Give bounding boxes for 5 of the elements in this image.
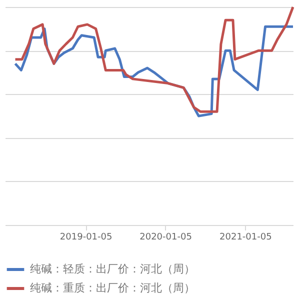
x-tick-label: 2019-01-05 <box>60 232 112 242</box>
legend-label: 纯碱：重质：出厂价：河北（周） <box>30 282 195 294</box>
x-tick-label: 2020-01-05 <box>140 232 192 242</box>
x-tick-label: 2021-01-05 <box>220 232 272 242</box>
legend-label: 纯碱：轻质：出厂价：河北（周） <box>30 262 195 276</box>
